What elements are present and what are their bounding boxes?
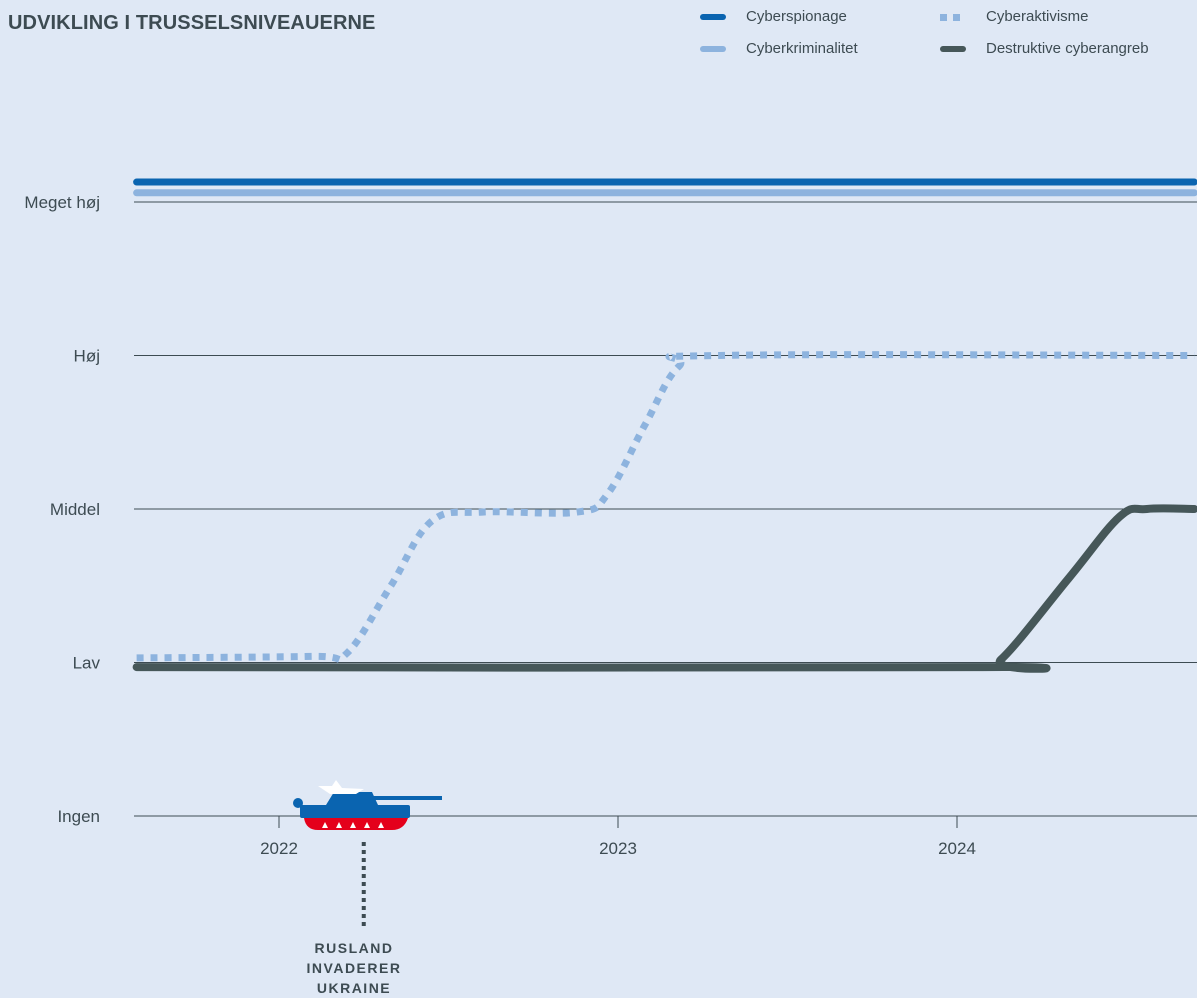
x-tick-label: 2024 <box>938 839 976 858</box>
x-axis-ticks: 2022 2023 2024 <box>260 816 976 858</box>
y-tick-label: Meget høj <box>24 193 100 212</box>
legend-label: Cyberaktivisme <box>986 8 1089 25</box>
series-line-cyberaktivisme <box>136 351 1195 664</box>
legend-item-cyberaktivisme: Cyberaktivisme <box>940 8 1089 25</box>
gridlines <box>134 201 1197 817</box>
legend-item-cyberkriminalitet: Cyberkriminalitet <box>700 40 858 57</box>
legend-swatch-solid-dark-blue <box>700 13 726 20</box>
y-tick-label: Middel <box>50 500 100 519</box>
legend-item-cyberspionage: Cyberspionage <box>700 8 847 25</box>
annotation-line-1: RUSLAND <box>314 940 394 956</box>
legend-label: Destruktive cyberangreb <box>986 40 1149 57</box>
chart-title: UDVIKLING I TRUSSELSNIVEAUERNE <box>8 12 376 34</box>
y-axis-tick-labels: Ingen Lav Middel Høj Meget høj <box>24 193 100 826</box>
x-tick-label: 2022 <box>260 839 298 858</box>
legend-swatch-solid-light-blue <box>700 45 726 52</box>
legend-label: Cyberspionage <box>746 8 847 25</box>
x-tick-label: 2023 <box>599 839 637 858</box>
y-tick-label: Lav <box>73 654 101 673</box>
y-tick-label: Ingen <box>57 807 100 826</box>
tank-icon <box>293 780 442 830</box>
legend-swatch-solid-dark-gray <box>940 45 966 52</box>
annotation-line-2: INVADERER <box>306 960 402 976</box>
series-lines <box>132 178 1197 673</box>
legend-swatch-dotted-light-blue <box>940 13 966 21</box>
series-line-destruktive-cyberangreb <box>132 504 1197 673</box>
legend: Cyberspionage Cyberaktivisme Cyberkrimin… <box>700 8 1197 72</box>
annotation-line-3: UKRAINE <box>316 980 392 996</box>
y-tick-label: Høj <box>74 347 100 366</box>
annotation-label: RUSLAND INVADERER UKRAINE <box>284 938 424 998</box>
legend-item-destruktive-cyberangreb: Destruktive cyberangreb <box>940 40 1149 57</box>
legend-label: Cyberkriminalitet <box>746 40 858 57</box>
